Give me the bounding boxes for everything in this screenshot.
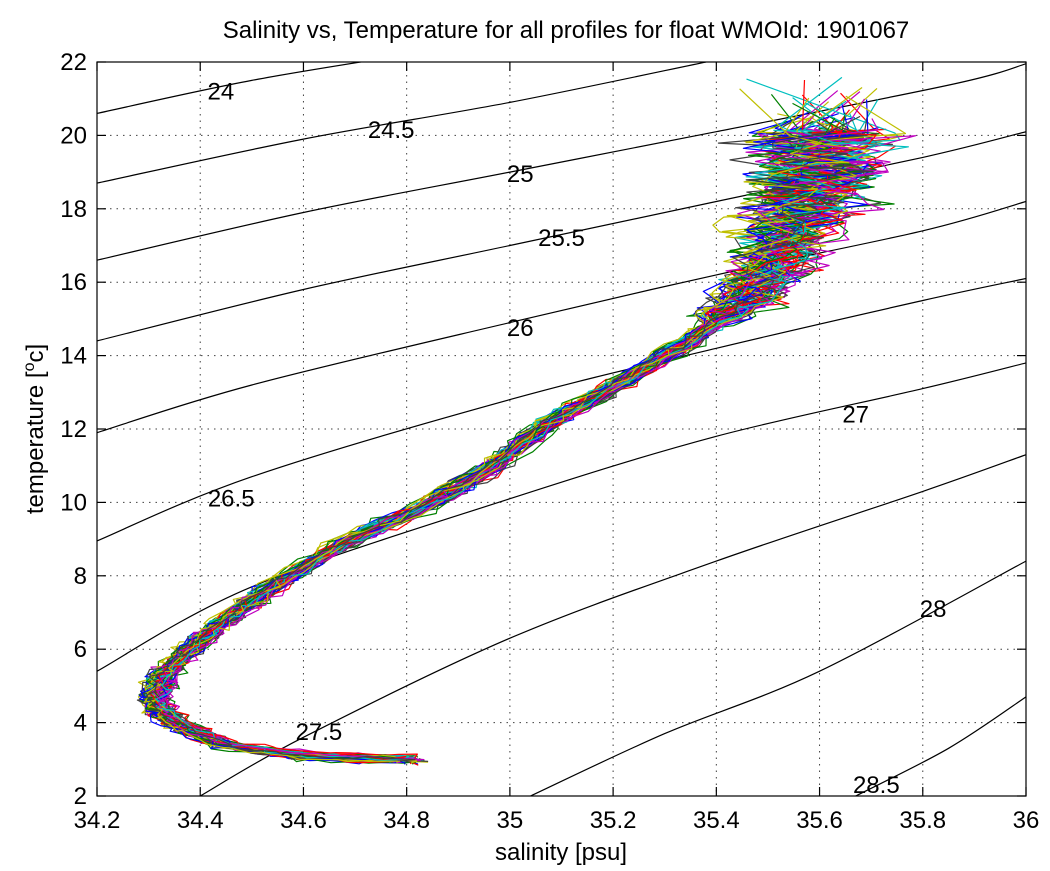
profile-line: [143, 88, 850, 763]
density-contour-line: [855, 696, 1026, 796]
profile-line: [149, 97, 853, 764]
profile-line: [149, 125, 877, 761]
density-contour-label: 28.5: [853, 772, 900, 799]
density-contour-line: [199, 454, 1026, 796]
y-axis-label: temperature [oc]: [21, 344, 49, 514]
chart-title: Salinity vs, Temperature for all profile…: [223, 17, 910, 44]
x-tick-label: 35.8: [899, 807, 946, 834]
density-contour-label: 26.5: [208, 486, 255, 513]
density-contour-line: [97, 62, 707, 184]
profile-line: [154, 135, 917, 762]
density-contour-label: 27.5: [296, 719, 343, 746]
y-tick-label: 4: [74, 710, 87, 737]
profile-line: [140, 111, 846, 765]
profile-line: [155, 100, 909, 763]
profile-lines: [136, 76, 917, 766]
density-contour-label: 25.5: [538, 225, 585, 252]
profile-line: [144, 97, 834, 763]
x-tick-label: 34.8: [383, 807, 430, 834]
y-tick-label: 22: [60, 49, 87, 76]
axis-ticks: 34.2 34.4 34.6 34.8 35 35.2 35.4 35.6 35.8 362468…: [60, 49, 1039, 834]
profile-line: [144, 133, 852, 763]
profile-line: [150, 129, 843, 765]
density-contour-label: 24.5: [368, 117, 415, 144]
profile-line: [145, 134, 834, 764]
profile-line: [151, 118, 879, 761]
y-tick-label: 20: [60, 122, 87, 149]
profile-line: [147, 129, 850, 762]
x-tick-label: 35.2: [590, 807, 637, 834]
profile-line: [141, 87, 863, 763]
profile-line: [146, 115, 874, 762]
density-contour-labels: 24 24.5 25 25.5 26 26.5 27 27.5 28 28.5: [208, 78, 947, 799]
density-contour-line: [530, 560, 1026, 796]
profile-line: [148, 116, 860, 763]
density-contour-label: 24: [208, 78, 235, 105]
profile-line: [136, 131, 851, 761]
y-tick-label: 10: [60, 489, 87, 516]
x-tick-label: 34.2: [74, 807, 121, 834]
profile-line: [143, 115, 817, 763]
density-contours: [97, 62, 1026, 796]
y-tick-label: 14: [60, 343, 87, 370]
y-axis-label-end: c]: [22, 344, 49, 363]
x-tick-label: 35.4: [693, 807, 740, 834]
y-tick-label: 18: [60, 196, 87, 223]
profile-line: [139, 102, 851, 764]
y-axis-label-degree: o: [21, 362, 38, 371]
density-contour-line: [97, 277, 1026, 542]
y-tick-label: 12: [60, 416, 87, 443]
x-tick-label: 34.4: [177, 807, 224, 834]
density-contour-label: 27: [842, 401, 869, 428]
density-contour-label: 25: [507, 161, 534, 188]
density-contour-label: 26: [507, 315, 534, 342]
x-axis-label: salinity [psu]: [495, 839, 627, 866]
density-contour-line: [97, 62, 365, 114]
x-tick-label: 35.6: [796, 807, 843, 834]
x-tick-label: 36: [1013, 807, 1040, 834]
density-contour-line: [97, 200, 1026, 434]
density-contour-label: 28: [920, 596, 947, 623]
y-tick-label: 6: [74, 636, 87, 663]
x-tick-label: 35: [497, 807, 524, 834]
y-tick-label: 16: [60, 269, 87, 296]
y-tick-label: 8: [74, 563, 87, 590]
profile-line: [138, 113, 848, 764]
y-axis-label-main: temperature [: [22, 371, 49, 514]
density-contour-line: [97, 362, 1026, 672]
x-tick-label: 34.6: [280, 807, 327, 834]
profile-line: [145, 117, 842, 762]
density-contour-line: [97, 131, 1026, 342]
y-tick-label: 2: [74, 783, 87, 810]
density-contour-line: [97, 63, 1026, 261]
